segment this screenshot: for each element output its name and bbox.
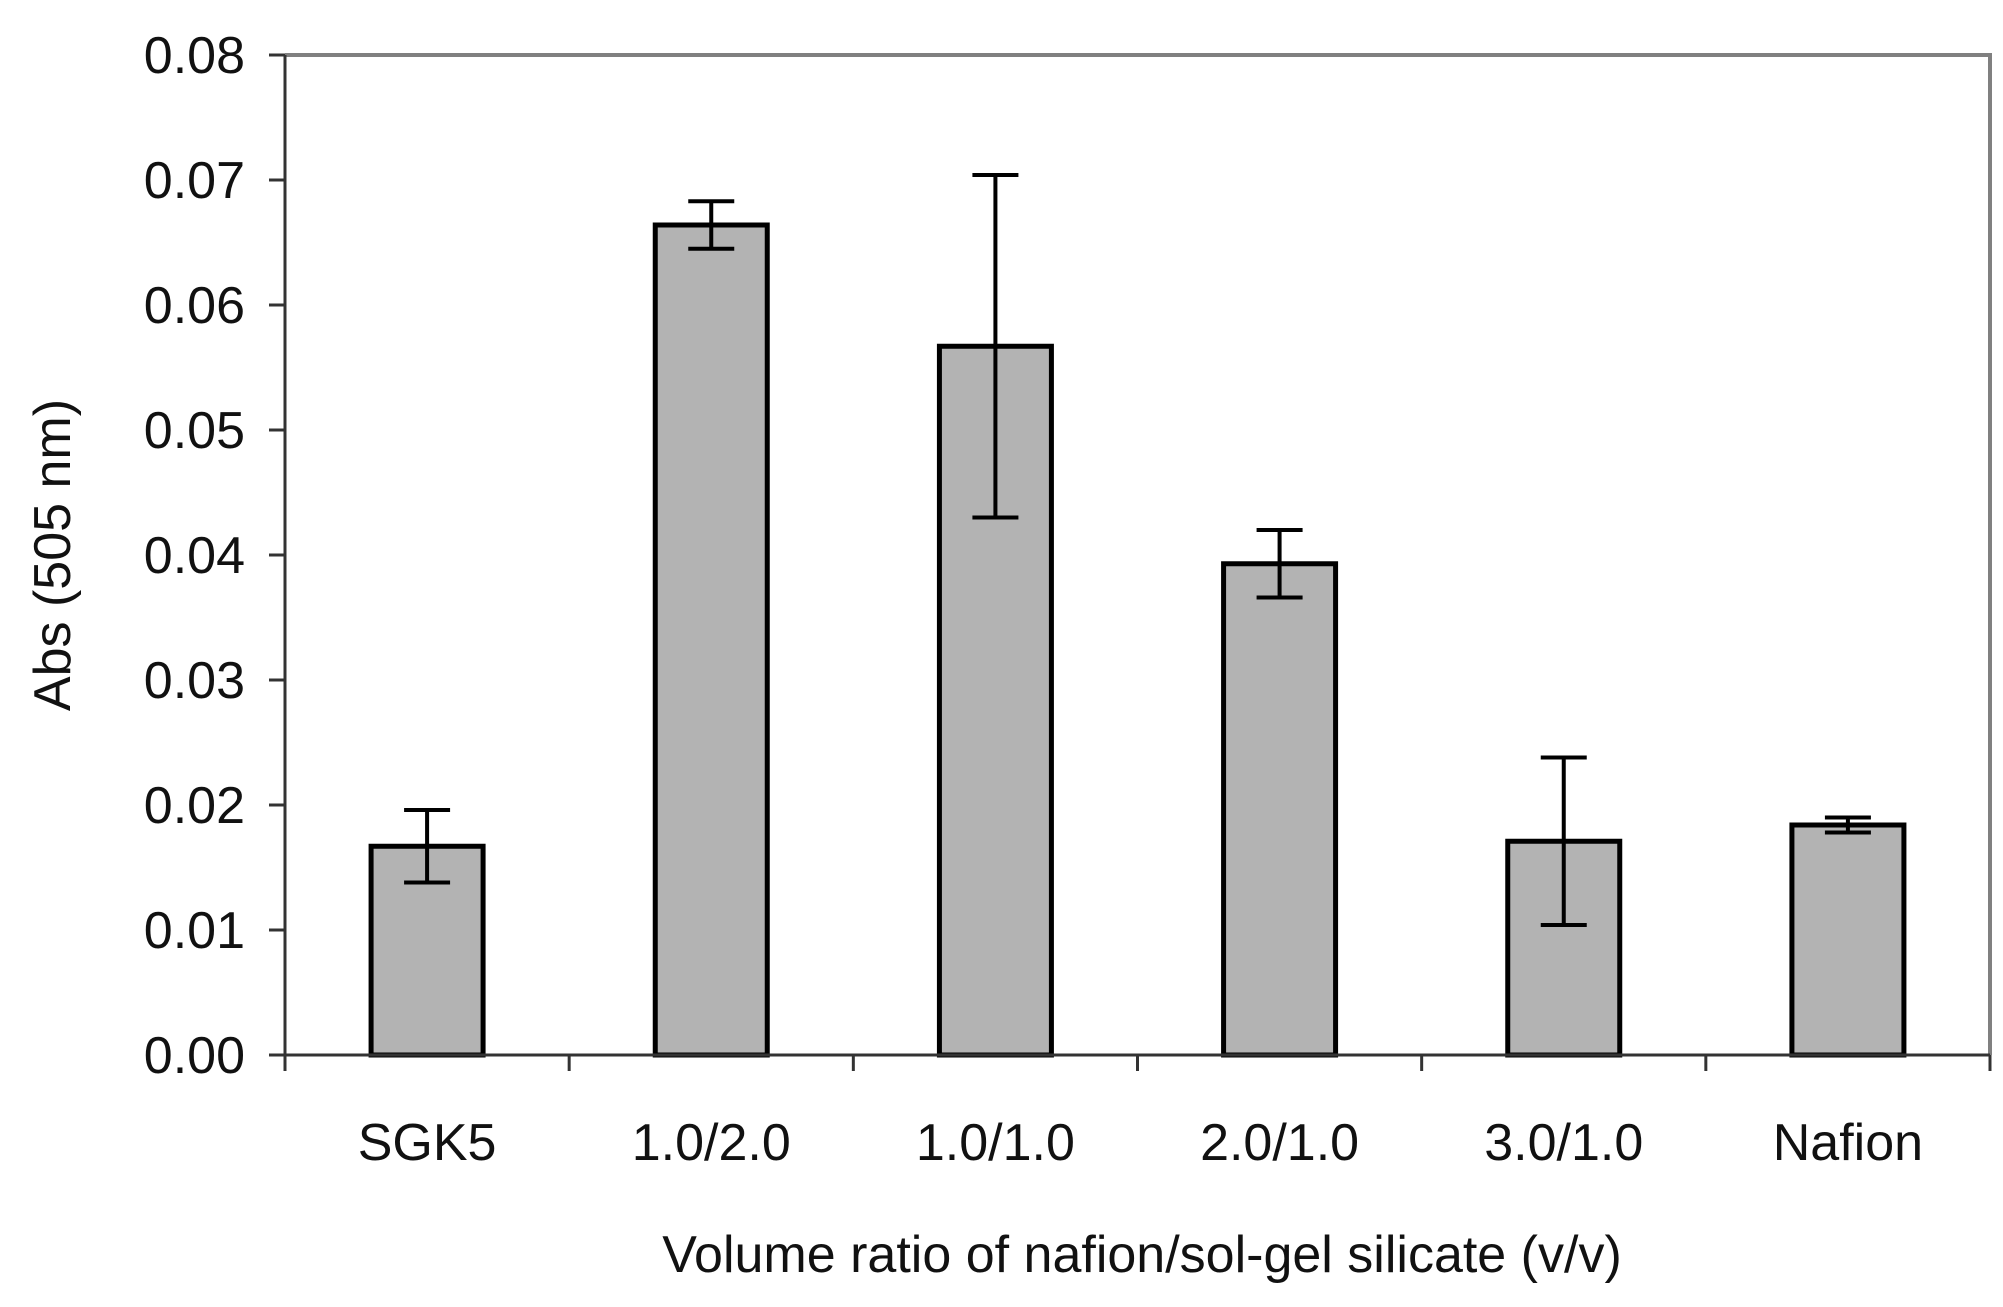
y-axis-title: Abs (505 nm) [24, 399, 82, 711]
x-tick-label-1: 1.0/2.0 [632, 1114, 791, 1172]
bar-5 [1789, 822, 1907, 1058]
y-tick-label-5: 0.05 [144, 402, 245, 460]
plot-frame [285, 53, 1992, 1055]
y-tick-label-0: 0.00 [144, 1027, 245, 1085]
bar-3 [1221, 561, 1339, 1058]
y-tick-label-2: 0.02 [144, 777, 245, 835]
x-tick-label-2: 1.0/1.0 [916, 1114, 1075, 1172]
x-tick-label-0: SGK5 [358, 1114, 497, 1172]
y-tick-label-1: 0.01 [144, 902, 245, 960]
bar-1 [652, 222, 770, 1058]
x-tick-label-3: 2.0/1.0 [1200, 1114, 1359, 1172]
y-tick-label-7: 0.07 [144, 152, 245, 210]
y-tick-label-8: 0.08 [144, 27, 245, 85]
y-tick-label-4: 0.04 [144, 527, 245, 585]
y-tick-label-3: 0.03 [144, 652, 245, 710]
x-axis-title: Volume ratio of nafion/sol-gel silicate … [662, 1226, 1622, 1284]
y-tick-label-6: 0.06 [144, 277, 245, 335]
x-tick-label-4: 3.0/1.0 [1484, 1114, 1643, 1172]
x-tick-label-5: Nafion [1773, 1114, 1923, 1172]
